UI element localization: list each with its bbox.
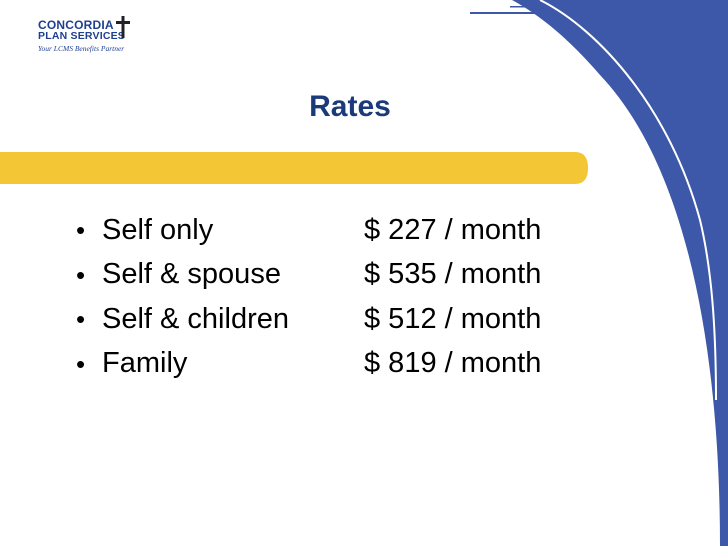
slide-title: Rates	[309, 90, 391, 123]
top-stripe-1	[470, 12, 590, 14]
list-item: • Family $ 819 / month	[76, 342, 541, 387]
cross-icon	[116, 16, 130, 38]
list-item: • Self & children $ 512 / month	[76, 297, 541, 342]
list-item: • Self & spouse $ 535 / month	[76, 253, 541, 298]
rate-label: Self only	[102, 213, 214, 246]
rate-value: $ 819 / month	[364, 347, 542, 380]
rate-value: $ 512 / month	[364, 302, 542, 335]
list-item: • Self only $ 227 / month	[76, 208, 541, 253]
yellow-band	[0, 152, 588, 184]
logo-name: CONCORDIA	[38, 18, 114, 32]
bullet-icon: •	[76, 215, 86, 246]
bullet-icon: •	[76, 304, 86, 335]
concordia-logo: CONCORDIA PLAN SERVICES Your LCMS Benefi…	[38, 16, 148, 58]
rate-label: Family	[102, 347, 188, 380]
rate-value: $ 227 / month	[364, 213, 542, 246]
blue-corner-shape	[512, 0, 728, 546]
logo-subname: PLAN SERVICES	[38, 30, 126, 42]
bullet-icon: •	[76, 259, 86, 290]
corner-sweep	[539, 0, 717, 401]
top-stripe-2	[510, 6, 600, 8]
bullet-icon: •	[76, 348, 86, 379]
rate-label: Self & children	[102, 302, 289, 335]
rates-list: • Self only $ 227 / month • Self & spous…	[76, 208, 541, 386]
rate-value: $ 535 / month	[364, 258, 542, 291]
logo-tagline: Your LCMS Benefits Partner	[38, 44, 125, 53]
rate-label: Self & spouse	[102, 258, 281, 291]
